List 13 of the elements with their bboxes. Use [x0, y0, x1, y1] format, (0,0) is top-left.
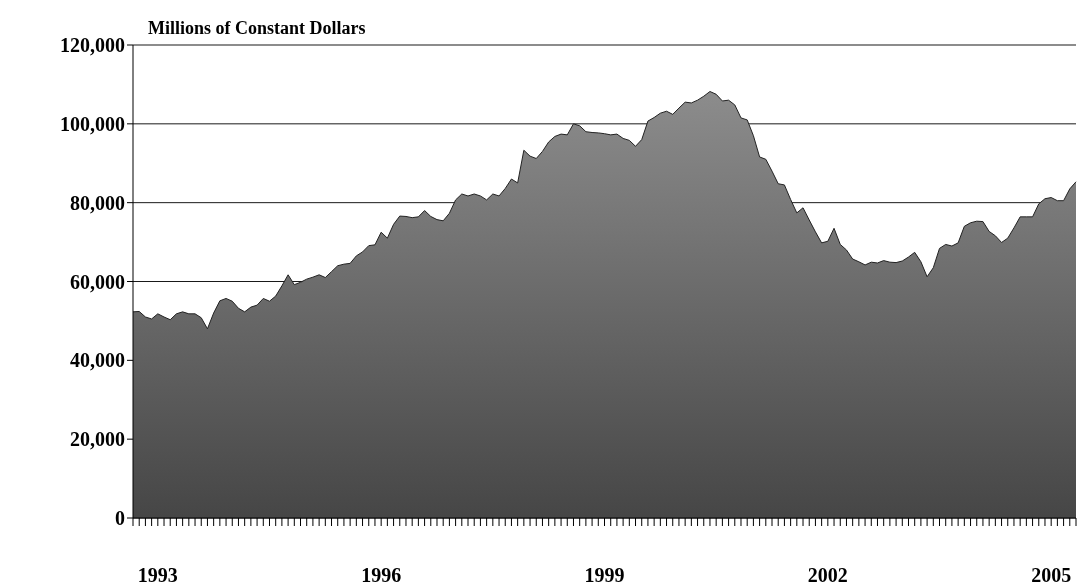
- y-tick-label: 60,000: [70, 270, 125, 293]
- x-tick-label: 2002: [807, 564, 848, 586]
- y-tick-label: 0: [115, 507, 125, 530]
- y-tick-label: 80,000: [70, 191, 125, 214]
- y-tick-label: 100,000: [60, 112, 125, 135]
- x-tick-label: 1999: [584, 564, 625, 586]
- x-tick-label: 2005: [1031, 564, 1072, 586]
- x-tick-label: 1993: [137, 564, 178, 586]
- x-tick-label: 1996: [361, 564, 402, 586]
- y-axis-title: Millions of Constant Dollars: [148, 18, 366, 39]
- y-tick-label: 20,000: [70, 428, 125, 451]
- y-tick-label: 120,000: [60, 34, 125, 57]
- y-tick-label: 40,000: [70, 349, 125, 372]
